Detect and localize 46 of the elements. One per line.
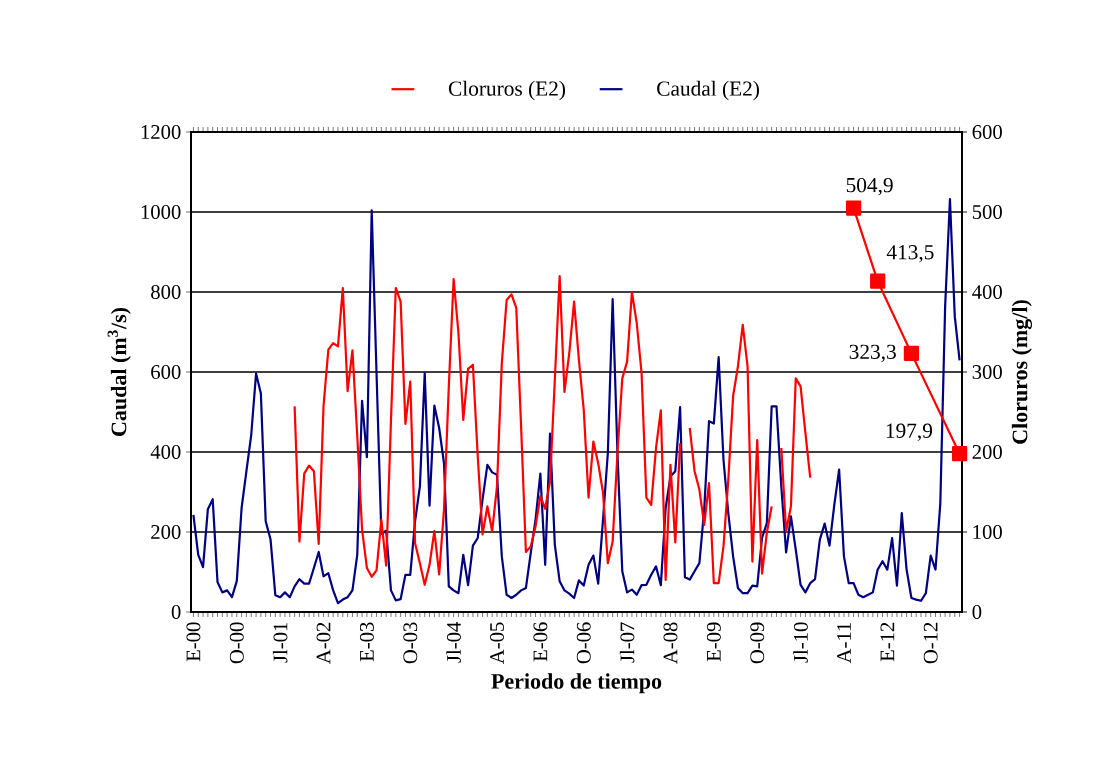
x-tick-label: O-12 (923, 622, 938, 664)
point (951, 446, 968, 462)
y-axis-title: Caudal (m$^{3}$/s) (107, 307, 131, 436)
y2-tick-label: 600 (972, 125, 1002, 139)
x-tick-label: O-03 (403, 622, 418, 664)
x-tick-label: Jl-04 (446, 622, 461, 663)
y2-tick-label: 300 (972, 365, 1002, 379)
point (845, 200, 862, 216)
x-tick-label: Jl-07 (619, 622, 635, 663)
legend-label: Caudal (E2) (657, 80, 759, 101)
data-label: 323,3 (849, 344, 896, 363)
y-tick-label: 800 (151, 285, 181, 299)
point (870, 273, 886, 289)
y2-tick-label: 200 (972, 445, 1002, 459)
x-tick-label: E-00 (186, 622, 201, 662)
y-tick-label: 0 (171, 605, 181, 619)
y-tick-label: 600 (151, 365, 181, 379)
y-tick-label: 1000 (141, 205, 181, 219)
legend-label: Cloruros (E2) (448, 80, 566, 101)
y-tick-label: 200 (151, 525, 181, 539)
x-tick-label: Jl-01 (272, 622, 288, 663)
x-tick-label: E-03 (359, 622, 374, 662)
y2-tick-label: 400 (972, 285, 1002, 299)
y2-tick-label: 0 (972, 605, 982, 619)
x-tick-label: O-09 (750, 622, 765, 664)
x-tick-label: E-09 (706, 622, 721, 662)
x-tick-label: E-12 (880, 622, 895, 662)
y2-axis-title: Cloruros (mg/l) (1011, 300, 1032, 444)
data-label: 504,9 (846, 177, 893, 196)
data-label: 413,5 (886, 245, 934, 263)
x-tick-label: E-06 (533, 622, 548, 662)
x-tick-label: A-05 (490, 622, 504, 664)
x-tick-label: A-02 (316, 622, 331, 664)
x-tick-label: A-08 (663, 622, 678, 664)
y-tick-label: 400 (150, 445, 181, 459)
x-tick-label: Jl-10 (793, 622, 808, 663)
line-series (192, 198, 961, 605)
x-tick-label: O-00 (229, 622, 244, 664)
point (903, 345, 920, 361)
y2-tick-label: 500 (972, 205, 1002, 219)
x-tick-label: A-11 (837, 622, 851, 664)
y-tick-label: 1200 (141, 125, 181, 139)
y2-tick-label: 100 (973, 525, 1002, 539)
x-tick-label: O-06 (576, 622, 591, 664)
x-axis-title: Periodo de tiempo (491, 673, 662, 694)
data-label: 197,9 (886, 423, 933, 441)
